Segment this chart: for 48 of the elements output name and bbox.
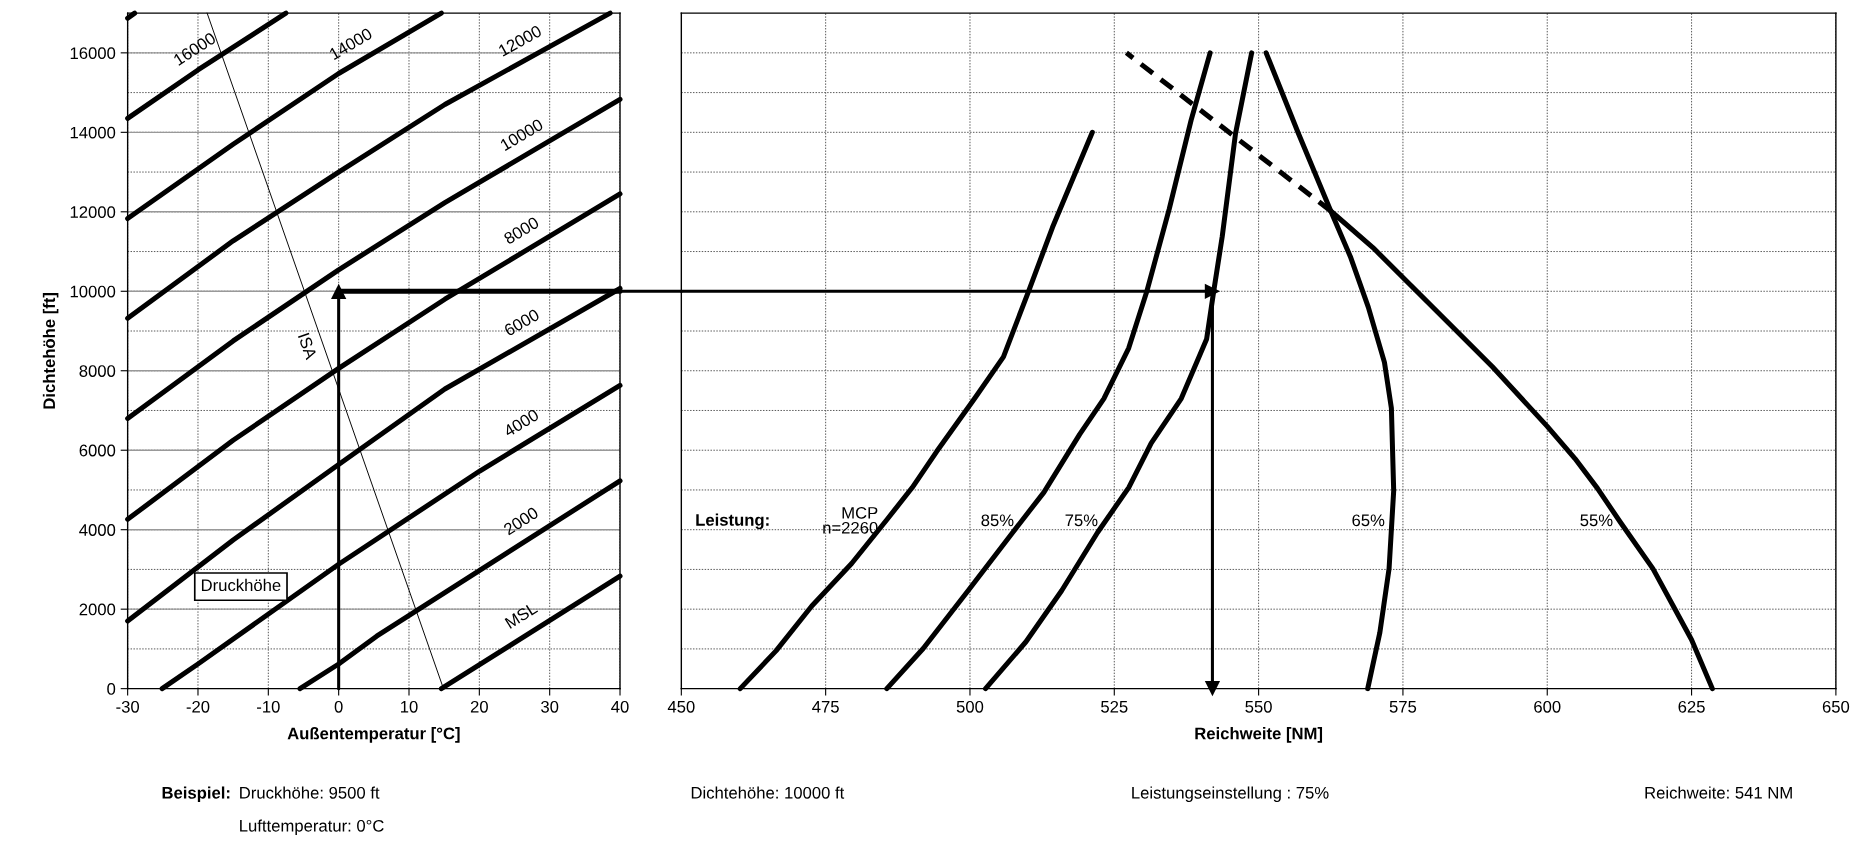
x-axis-title: Außentemperatur [°C] bbox=[287, 727, 460, 743]
x-tick-label: 500 bbox=[956, 700, 984, 713]
text: 8000 bbox=[503, 216, 540, 245]
x-tick-label: 525 bbox=[1101, 700, 1128, 713]
y-tick-label: 14000 bbox=[70, 126, 116, 139]
text: ISA bbox=[297, 332, 318, 361]
text: Dichtehöhe: 10000 ft bbox=[691, 786, 845, 799]
y-axis-title: Dichtehöhe [ft] bbox=[42, 293, 59, 409]
y-tick-label: 6000 bbox=[79, 444, 116, 457]
text: Lufttemperatur: 0°C bbox=[240, 819, 384, 835]
x-tick-label: 625 bbox=[1678, 700, 1705, 713]
text: Beispiel: bbox=[162, 786, 230, 803]
x-tick-label: 575 bbox=[1389, 701, 1417, 713]
annotation: Druckhöhe bbox=[201, 578, 281, 592]
x-tick-label: -20 bbox=[186, 700, 210, 713]
series-label: 55% bbox=[1580, 514, 1613, 527]
x-tick-label: 20 bbox=[470, 700, 488, 713]
text: 4000 bbox=[502, 408, 540, 438]
text: Leistungseinstellung : 75% bbox=[1132, 786, 1329, 803]
x-tick-label: 475 bbox=[812, 701, 839, 713]
x-tick-label: 650 bbox=[1822, 700, 1850, 713]
x-tick-label: 30 bbox=[541, 700, 559, 713]
x-axis-title: Reichweite [NM] bbox=[1195, 727, 1323, 743]
series-label: 85% bbox=[981, 514, 1014, 527]
y-tick-label: 2000 bbox=[79, 603, 116, 616]
x-tick-label: 550 bbox=[1245, 700, 1272, 713]
series-label: MCP n=2260 bbox=[823, 506, 878, 534]
text: 2000 bbox=[502, 506, 540, 536]
x-tick-label: 600 bbox=[1534, 700, 1561, 713]
y-tick-label: 4000 bbox=[79, 524, 116, 536]
x-tick-label: -10 bbox=[257, 700, 280, 713]
x-tick-label: 40 bbox=[611, 700, 629, 713]
series-label: 75% bbox=[1065, 514, 1098, 527]
y-tick-label: 8000 bbox=[79, 365, 116, 377]
y-tick-label: 12000 bbox=[70, 206, 116, 218]
text: MSL bbox=[504, 601, 539, 629]
x-tick-label: 450 bbox=[667, 700, 695, 713]
x-tick-label: 10 bbox=[401, 700, 418, 713]
text: Druckhöhe: 9500 ft bbox=[240, 786, 380, 799]
x-tick-label: 0 bbox=[334, 700, 343, 713]
series-label: 65% bbox=[1352, 514, 1385, 527]
y-tick-label: 16000 bbox=[70, 47, 116, 60]
text: 6000 bbox=[503, 308, 541, 337]
y-tick-label: 10000 bbox=[70, 285, 116, 298]
x-tick-label: -30 bbox=[116, 700, 140, 713]
annotation: Leistung: bbox=[696, 513, 769, 530]
text: Reichweite: 541 NM bbox=[1645, 786, 1792, 799]
y-tick-label: 0 bbox=[107, 683, 116, 695]
